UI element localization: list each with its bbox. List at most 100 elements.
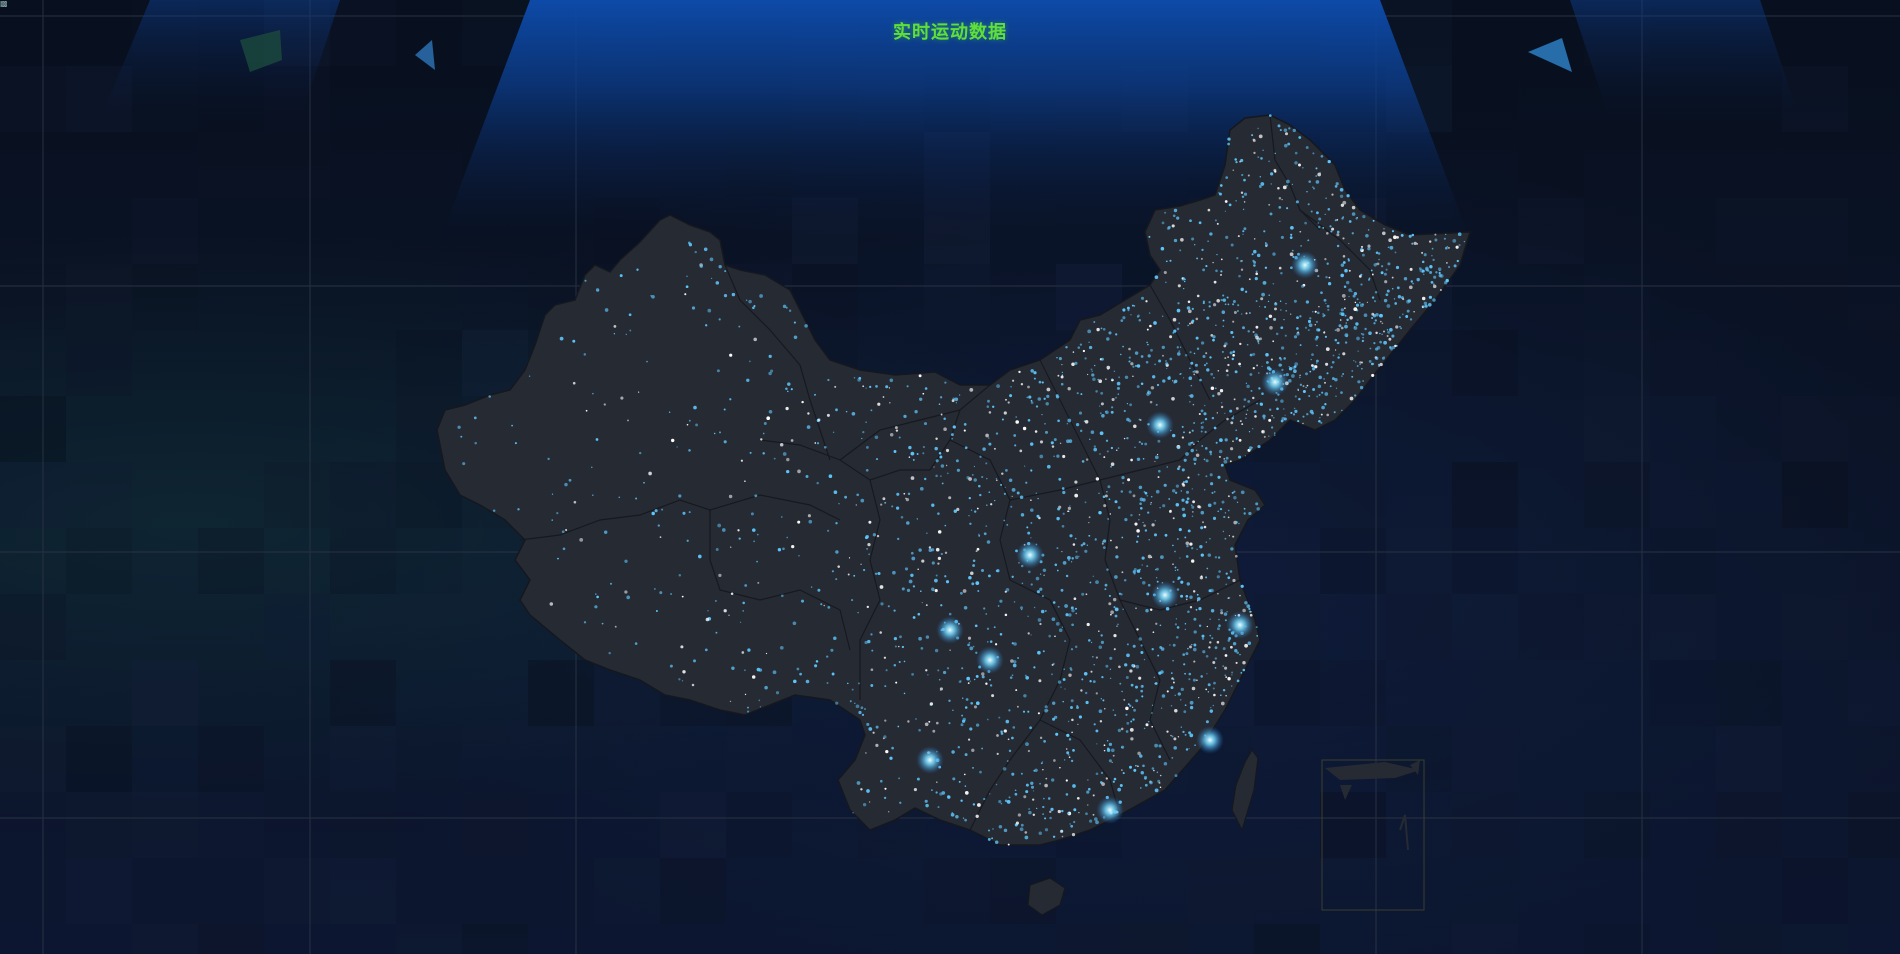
activity-point (1231, 491, 1234, 494)
activity-point (628, 313, 632, 317)
activity-point (1247, 641, 1252, 645)
activity-point (1200, 422, 1203, 424)
activity-point (924, 387, 928, 390)
activity-point (768, 354, 772, 359)
activity-point (1221, 402, 1223, 404)
activity-point (1101, 414, 1105, 418)
activity-point (1349, 396, 1354, 401)
activity-point (1163, 270, 1167, 275)
activity-point (913, 788, 917, 792)
activity-point (1242, 668, 1246, 672)
activity-point (1305, 386, 1307, 389)
activity-point (964, 818, 967, 822)
activity-point (1029, 442, 1034, 446)
activity-point (1344, 298, 1346, 301)
activity-point (1089, 819, 1093, 823)
activity-point (1205, 265, 1208, 268)
activity-point (1030, 785, 1035, 789)
activity-point (1188, 395, 1190, 397)
activity-point (1122, 772, 1125, 775)
activity-point (579, 538, 584, 542)
activity-point (585, 409, 588, 412)
activity-point (1372, 219, 1375, 222)
activity-point (888, 387, 891, 389)
activity-point (687, 241, 691, 245)
activity-point (1334, 219, 1337, 222)
activity-point (1027, 710, 1030, 713)
activity-point (1081, 460, 1085, 463)
activity-point (688, 449, 691, 452)
activity-point (1342, 261, 1346, 264)
activity-point (1286, 179, 1290, 184)
map-taiwan[interactable] (1231, 748, 1259, 832)
activity-point (1065, 748, 1068, 750)
activity-point (1032, 790, 1035, 792)
activity-point (1259, 402, 1264, 406)
activity-point (1126, 417, 1130, 422)
activity-point (937, 530, 942, 534)
activity-point (983, 797, 986, 801)
activity-point (875, 385, 878, 388)
activity-point (1371, 312, 1375, 316)
activity-point (1316, 328, 1320, 332)
activity-point (1288, 366, 1293, 371)
activity-point (785, 406, 789, 411)
activity-point (927, 674, 929, 676)
activity-point (983, 607, 986, 610)
activity-point (1206, 368, 1210, 372)
activity-point (1078, 811, 1080, 814)
activity-point (1188, 431, 1191, 434)
activity-point (758, 699, 761, 702)
activity-point (1087, 787, 1091, 791)
activity-point (1252, 352, 1256, 356)
activity-point (1291, 249, 1294, 252)
activity-point (1154, 743, 1158, 748)
activity-point (1043, 574, 1045, 577)
activity-point (651, 511, 655, 516)
activity-point (1092, 680, 1096, 683)
activity-point (1374, 319, 1377, 322)
activity-point (1110, 613, 1112, 616)
activity-point (1064, 688, 1066, 690)
activity-point (1003, 729, 1007, 733)
activity-point (1249, 448, 1252, 451)
activity-point (604, 308, 609, 312)
activity-point (1156, 567, 1159, 571)
activity-point (1266, 361, 1269, 364)
activity-point (1408, 234, 1412, 238)
activity-point (1224, 674, 1227, 677)
activity-point (980, 568, 985, 573)
activity-point (1158, 359, 1162, 363)
activity-point (993, 447, 996, 450)
activity-point (1108, 594, 1111, 597)
activity-point (968, 641, 971, 644)
activity-point (1418, 267, 1422, 270)
activity-point (1347, 259, 1351, 262)
activity-point (1023, 694, 1027, 698)
activity-point (1386, 329, 1389, 331)
activity-point (1191, 429, 1194, 432)
activity-point (1324, 213, 1326, 216)
activity-point (1120, 353, 1122, 356)
activity-point (1183, 710, 1187, 714)
map-hainan[interactable] (1027, 877, 1066, 916)
activity-point (1294, 362, 1299, 366)
activity-point (1371, 296, 1375, 299)
activity-point (608, 651, 611, 655)
activity-point (1281, 198, 1283, 201)
activity-point (982, 447, 986, 451)
activity-point (1005, 719, 1010, 724)
activity-point (1416, 277, 1420, 282)
activity-point (1155, 489, 1160, 494)
activity-point (1297, 389, 1299, 391)
activity-point (1189, 322, 1191, 325)
activity-point (1139, 568, 1141, 571)
activity-point (1206, 316, 1210, 320)
activity-point (899, 801, 902, 804)
activity-point (1323, 377, 1326, 380)
activity-point (1361, 361, 1363, 364)
activity-point (1101, 357, 1104, 361)
activity-point (865, 421, 867, 423)
activity-point (1173, 329, 1177, 333)
